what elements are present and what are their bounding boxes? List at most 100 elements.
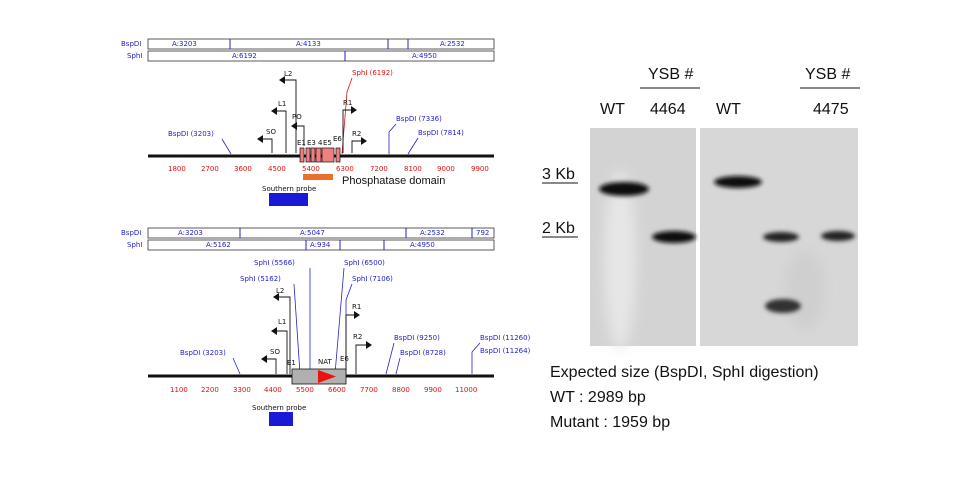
bottom-primers: L2 L1 SO R1 R2 [261,287,372,374]
bottom-ruler-9: 9900 [424,386,442,394]
bottom-bspdi-label: BspDI [121,229,141,237]
top-site-bspdi-3203: BspDI (3203) [168,130,214,138]
top-ruler-5: 5400 [302,165,320,173]
band-4475-a-low [765,299,801,313]
bottom-ruler-3: 3300 [233,386,251,394]
bottom-sphi-frag-1: A:5162 [206,241,231,249]
top-bspdi-frag-1: A:3203 [172,40,197,48]
top-ruler-1: 1800 [168,165,186,173]
band-4464-2kb [652,231,696,243]
bottom-site-sphi-5162: SphI (5162) [240,275,281,283]
bottom-sites: BspDI (3203) SphI (5566) SphI (5162) Sph… [180,259,531,375]
bottom-ruler-6: 6600 [328,386,346,394]
bottom-sphi-label: SphI [127,241,142,249]
band-4475-b-2kb [821,231,855,241]
bottom-ruler-8: 8800 [392,386,410,394]
nat-label: NAT [318,358,332,366]
band-wt-2-3kb [714,176,762,188]
top-exons: E1 E3 4 E5 E6 [297,135,342,163]
lane-label-4475: 4475 [813,101,849,118]
top-ruler: 1800 2700 3600 4500 5400 6300 7200 8100 … [168,165,489,173]
top-ruler-3: 3600 [234,165,252,173]
bottom-bspdi-frag-1: A:3203 [178,229,203,237]
top-bspdi-label: BspDI [121,40,141,48]
top-bspdi-strip: BspDI A:3203 A:4133 A:2532 [121,38,495,50]
top-probe-label: Southern probe [262,185,316,193]
bottom-southern-probe [269,412,293,426]
bottom-site-sphi-7106: SphI (7106) [352,275,393,283]
top-primer-l2: L2 [284,70,292,78]
top-site-bspdi-7814: BspDI (7814) [418,129,464,137]
bottom-exon-e1: E1 [287,359,296,367]
top-exon-e6: E6 [333,135,342,143]
bottom-ruler: 1100 2200 3300 4400 5500 6600 7700 8800 … [170,386,477,394]
bottom-bspdi-frag-4: 792 [476,229,489,237]
southern-blot: YSB # YSB # WT 4464 WT 4475 3 Kb 2 Kb [542,66,860,350]
nat-arrow [318,370,336,383]
top-primer-r2: R2 [352,130,361,138]
top-ruler-10: 9900 [471,165,489,173]
top-bspdi-frag-2: A:4133 [296,40,321,48]
bottom-ruler-7: 7700 [360,386,378,394]
bottom-site-bspdi-8728: BspDI (8728) [400,349,446,357]
ysb-label-1: YSB # [648,66,693,83]
bottom-site-bspdi-9250: BspDI (9250) [394,334,440,342]
top-site-sphi-6192: SphI (6192) [352,69,393,77]
top-ruler-4: 4500 [268,165,286,173]
bottom-sphi-frag-3: A:4950 [410,241,435,249]
top-sphi-frag-2: A:4950 [412,52,437,60]
top-sphi-strip: SphI A:6192 A:4950 [127,50,495,62]
top-primer-so: SO [266,128,276,136]
top-ruler-2: 2700 [201,165,219,173]
top-ruler-6: 6300 [336,165,354,173]
top-primer-po: PO [292,113,302,121]
top-site-bspdi-7336: BspDI (7336) [396,115,442,123]
bottom-ruler-10: 11000 [455,386,477,394]
bottom-primer-so: SO [270,348,280,356]
band-wt-1-3kb [599,182,649,196]
top-bspdi-frag-3: A:2532 [440,40,465,48]
expected-wt: WT : 2989 bp [550,389,646,406]
expected-mutant: Mutant : 1959 bp [550,414,670,431]
bottom-site-bspdi-11260: BspDI (11260) [480,334,531,342]
top-primer-r1: R1 [343,99,352,107]
lane-label-4464: 4464 [650,101,686,118]
bottom-primer-l1: L1 [278,318,286,326]
phosphatase-domain-bar [303,174,333,180]
bottom-site-sphi-5566: SphI (5566) [254,259,295,267]
bottom-bspdi-frag-2: A:5047 [300,229,325,237]
ysb-label-2: YSB # [805,66,850,83]
bottom-site-bspdi-11264: BspDI (11264) [480,347,531,355]
top-sites: BspDI (3203) SphI (6192) BspDI (7336) Bs… [168,69,464,155]
top-sphi-frag-1: A:6192 [232,52,257,60]
nat-cassette: NAT E1 E6 [287,355,349,385]
bottom-bspdi-frag-3: A:2532 [420,229,445,237]
top-map: BspDI A:3203 A:4133 A:2532 SphI A:6192 A… [121,38,495,206]
top-sphi-label: SphI [127,52,142,60]
bottom-ruler-1: 1100 [170,386,188,394]
marker-3kb: 3 Kb [542,166,575,183]
top-ruler-7: 7200 [370,165,388,173]
lane-label-wt-2: WT [716,101,741,118]
top-primers: L2 L1 SO PO R1 R2 [257,70,367,153]
bottom-site-sphi-6500: SphI (6500) [344,259,385,267]
bottom-primer-r2: R2 [353,333,362,341]
bottom-bspdi-strip: BspDI A:3203 A:5047 A:2532 792 [121,227,495,239]
band-4475-a-2kb [763,232,799,242]
bottom-ruler-2: 2200 [201,386,219,394]
phosphatase-domain-label: Phosphatase domain [342,175,445,187]
top-exon-e3: E3 [307,139,316,147]
bottom-site-bspdi-3203: BspDI (3203) [180,349,226,357]
bottom-ruler-5: 5500 [296,386,314,394]
bottom-exon-e6: E6 [340,355,349,363]
bottom-primer-l2: L2 [276,287,284,295]
top-ruler-9: 9000 [437,165,455,173]
bottom-map: BspDI A:3203 A:5047 A:2532 792 SphI A:51… [121,227,531,426]
top-exon-e1: E1 [297,139,306,147]
expected-title: Expected size (BspDI, SphI digestion) [550,364,819,381]
lane-label-wt-1: WT [600,101,625,118]
top-exon-e4: 4 [318,139,323,147]
bottom-probe-label: Southern probe [252,404,306,412]
top-primer-l1: L1 [278,100,286,108]
